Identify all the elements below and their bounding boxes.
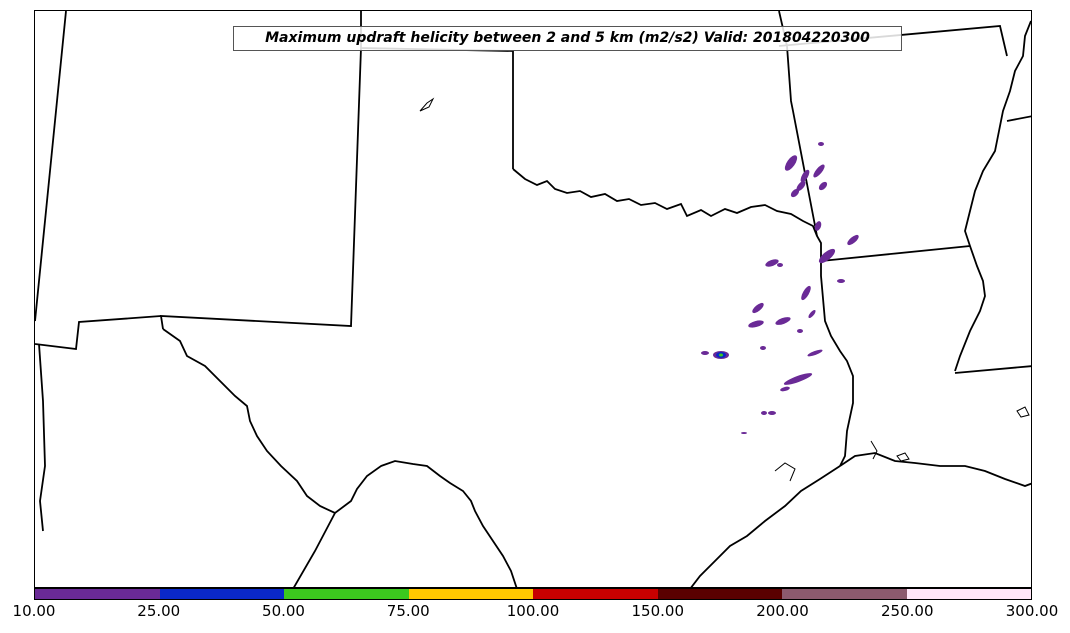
colorbar-segment — [657, 589, 782, 599]
colorbar-segment — [906, 589, 1031, 599]
map-title: Maximum updraft helicity between 2 and 5… — [233, 26, 902, 51]
colorbar-segment — [408, 589, 533, 599]
storm-cell — [808, 309, 816, 319]
storm-cell — [761, 411, 767, 415]
storm-cell-core — [719, 353, 723, 357]
coastline-details — [419, 97, 1030, 482]
colorbar-tick-label: 250.00 — [881, 602, 934, 620]
coastline-bay-2 — [774, 462, 796, 482]
storm-cell — [814, 221, 822, 231]
colorbar-segment — [284, 589, 409, 599]
storm-cell — [741, 432, 747, 434]
border-west-mexico — [38, 343, 46, 532]
border-ms-al — [1006, 115, 1031, 122]
border-ar-la — [820, 245, 971, 262]
storm-cell — [777, 263, 783, 267]
storm-cell — [837, 279, 845, 283]
map-canvas — [35, 11, 1031, 587]
storm-cell — [847, 234, 859, 246]
border-mexico-interior — [293, 512, 336, 587]
border-nm-west — [35, 11, 67, 322]
storm-cell — [807, 349, 823, 357]
colorbar-tick-label: 300.00 — [1005, 602, 1059, 620]
storm-cell — [784, 155, 798, 171]
state-borders — [35, 11, 1031, 587]
border-nm-south — [35, 315, 162, 351]
storm-cell — [752, 302, 764, 314]
border-nm-east — [159, 47, 362, 330]
storm-cell — [765, 259, 779, 267]
border-tx-coast — [690, 465, 841, 587]
border-texas — [512, 168, 854, 467]
border-la-coast — [839, 452, 1031, 487]
storm-cell — [801, 285, 811, 301]
storm-cell — [797, 329, 803, 333]
storm-cell — [800, 169, 810, 183]
map-panel: Maximum updraft helicity between 2 and 5… — [34, 10, 1032, 588]
storm-cell — [818, 142, 824, 146]
storm-cell — [768, 411, 776, 415]
coastline-island-2 — [1016, 406, 1030, 418]
storm-cell — [818, 248, 836, 264]
coastline-island-1 — [896, 452, 910, 462]
storm-cell — [783, 373, 813, 385]
storm-cell — [760, 346, 766, 350]
storm-cell — [780, 386, 790, 392]
border-mississippi — [954, 20, 1031, 372]
colorbar-tick-label: 75.00 — [386, 602, 430, 620]
storm-cell — [701, 351, 709, 355]
border-rio-grande — [162, 328, 518, 587]
storm-cell — [790, 188, 800, 198]
colorbar-segment — [533, 589, 658, 599]
colorbar-tick-label: 10.00 — [12, 602, 56, 620]
colorbar-tick-label: 25.00 — [137, 602, 181, 620]
storm-cell — [813, 164, 825, 178]
storm-cells — [701, 142, 859, 434]
colorbar-segment — [782, 589, 907, 599]
colorbar-tick-label: 100.00 — [506, 602, 560, 620]
coastline-bay-1 — [870, 440, 878, 460]
border-la-ms — [954, 365, 1031, 374]
colorbar-tick-label: 50.00 — [262, 602, 305, 620]
colorbar — [34, 588, 1032, 600]
storm-cell — [775, 317, 791, 325]
colorbar-tick-label: 200.00 — [756, 602, 809, 620]
storm-cell — [748, 320, 764, 328]
coastline-lake — [419, 97, 435, 112]
storm-cell — [818, 181, 828, 191]
colorbar-segment — [159, 589, 284, 599]
colorbar-tick-label: 150.00 — [631, 602, 685, 620]
colorbar-segment — [35, 589, 160, 599]
colorbar-labels: 10.00 25.00 50.00 75.00 100.00 150.00 200.00 25… — [0, 600, 1070, 624]
storm-cell — [796, 181, 806, 191]
